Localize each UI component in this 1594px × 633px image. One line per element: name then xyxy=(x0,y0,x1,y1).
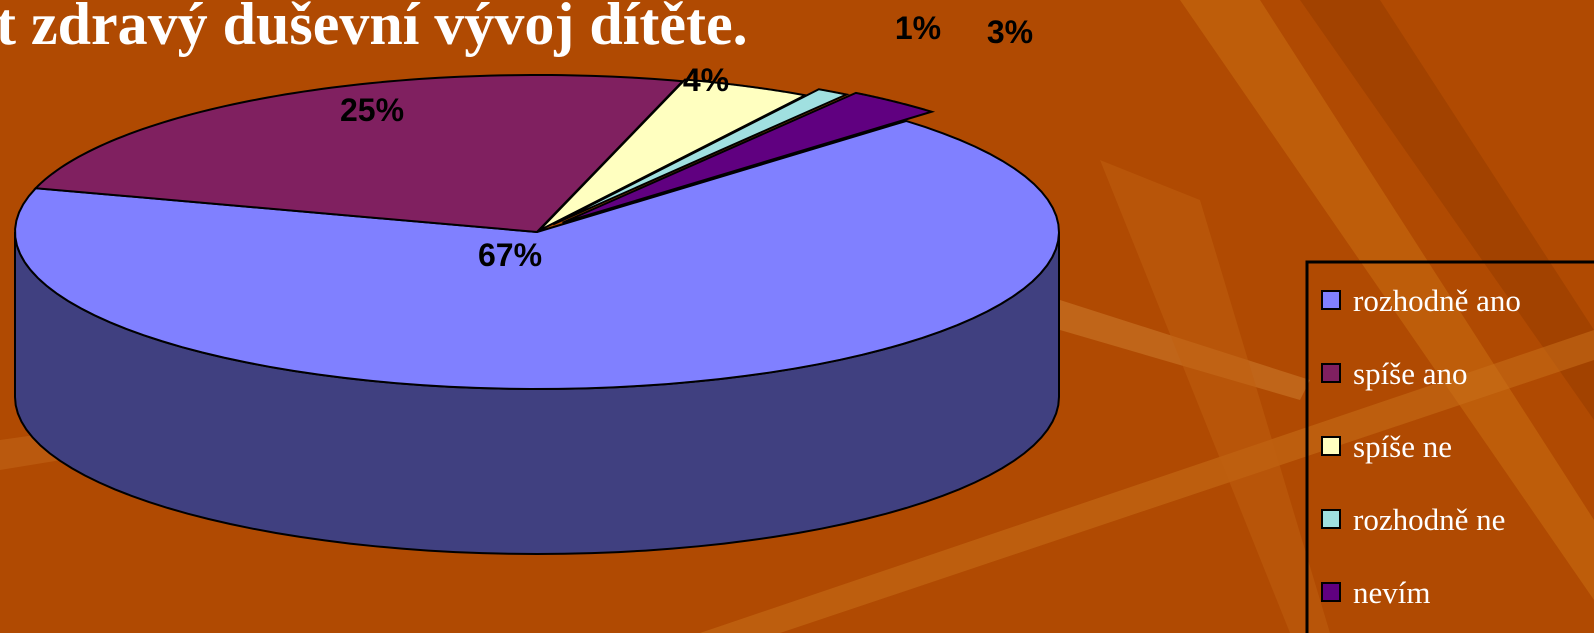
data-label: 1% xyxy=(895,10,941,46)
legend-box xyxy=(1305,260,1594,633)
data-label: 25% xyxy=(340,92,404,128)
chart-title: t zdravý duševní vývoj dítěte. xyxy=(0,0,748,57)
data-label: 67% xyxy=(478,237,542,273)
legend-swatch xyxy=(1321,509,1341,529)
legend-label: nevím xyxy=(1353,575,1431,610)
data-label: 3% xyxy=(987,14,1033,50)
pie-slice xyxy=(538,78,809,232)
pie-slice xyxy=(562,91,936,224)
data-label: 4% xyxy=(683,62,729,98)
pie-slice xyxy=(33,74,685,234)
legend-label: rozhodně ano xyxy=(1353,283,1521,318)
legend-swatch xyxy=(1321,290,1341,310)
legend-label: spíše ano xyxy=(1353,356,1468,391)
legend-swatch xyxy=(1321,436,1341,456)
legend-swatch xyxy=(1321,363,1341,383)
legend-label: spíše ne xyxy=(1353,429,1452,464)
pie: 67% 25% 4% 1% 3% xyxy=(14,10,1061,556)
pie-slice xyxy=(14,119,1061,390)
legend: rozhodně ano spíše ano spíše ne rozhodně ne… xyxy=(1321,283,1521,610)
pie-slice xyxy=(552,88,850,226)
legend-label: rozhodně ne xyxy=(1353,502,1505,537)
legend-swatch xyxy=(1321,582,1341,602)
